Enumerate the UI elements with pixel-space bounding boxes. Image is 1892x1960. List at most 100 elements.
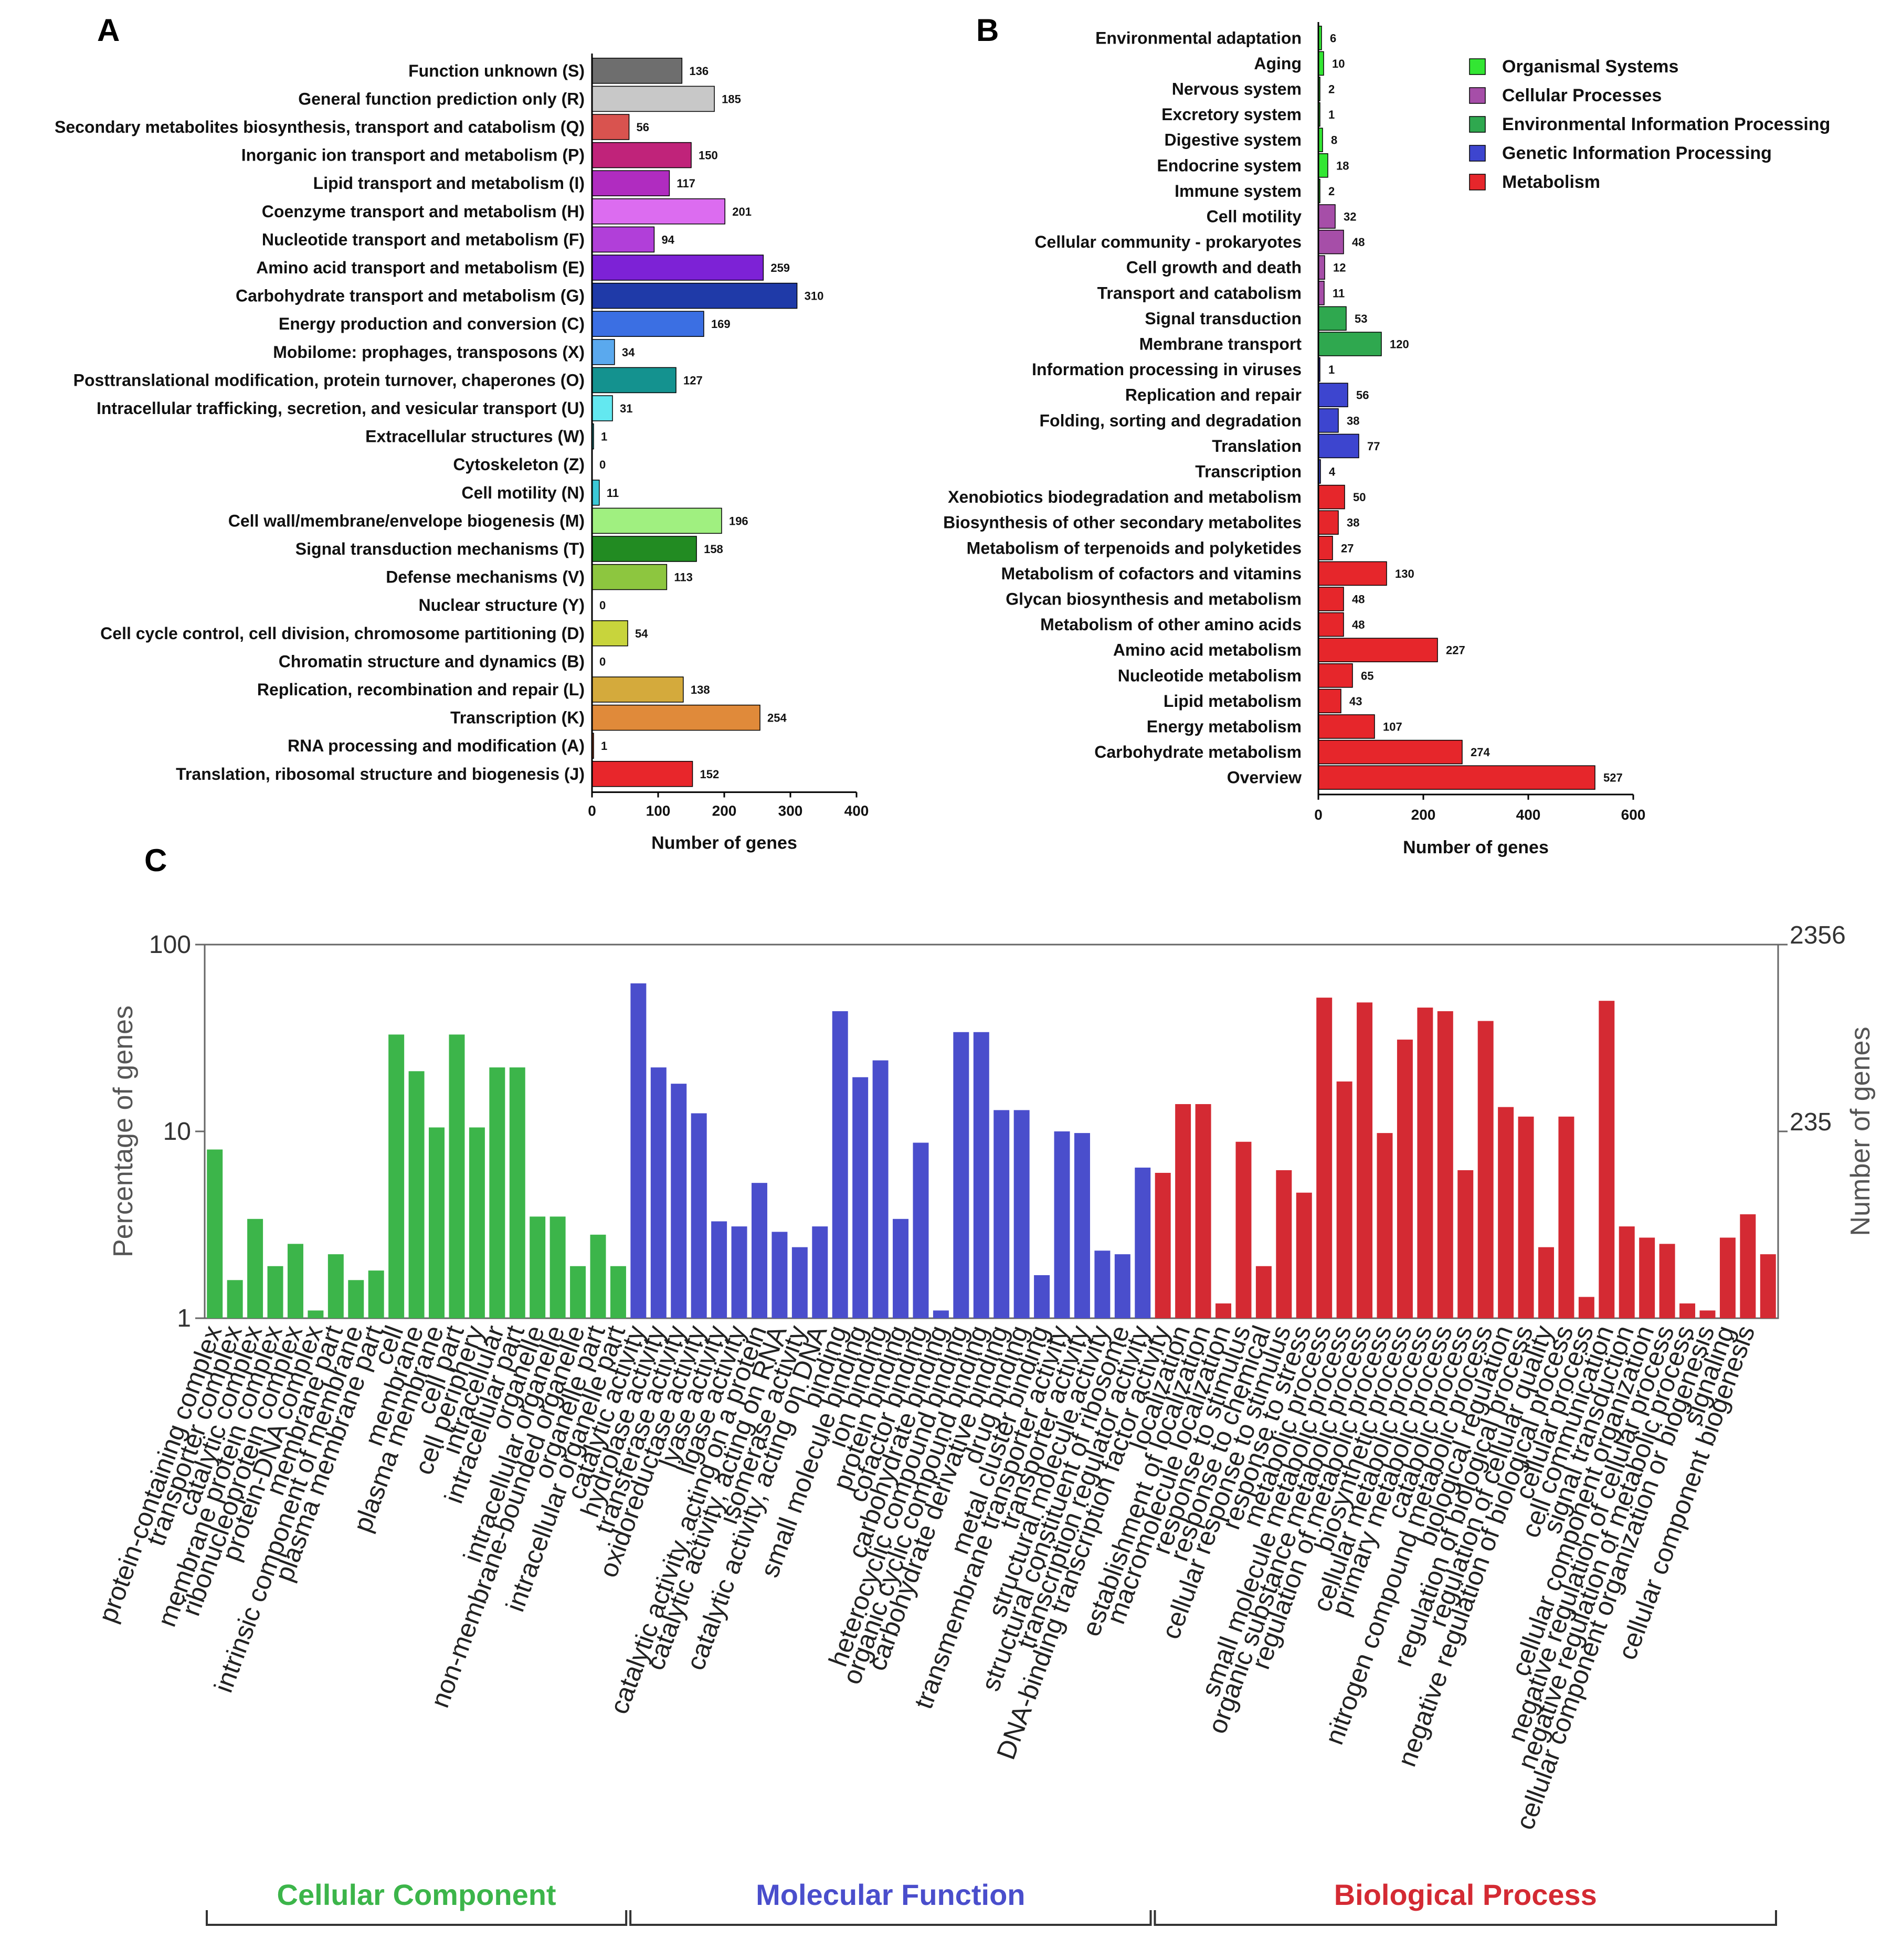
go-bar-localization: [1175, 1104, 1191, 1318]
value-label-a: 11: [607, 486, 619, 500]
category-label-b: Metabolism of terpenoids and polyketides: [967, 538, 1302, 557]
value-label-b: 227: [1446, 644, 1465, 657]
x-tick-label-b: 600: [1621, 807, 1646, 823]
value-label-b: 12: [1333, 261, 1346, 274]
value-label-a: 56: [637, 121, 649, 134]
bar-b-folding-sorting-and-degradation: [1318, 408, 1339, 433]
category-label-a: Coenzyme transport and metabolism (H): [262, 202, 585, 221]
x-tick-label-b: 200: [1411, 807, 1436, 823]
panel-a-letter: A: [97, 13, 120, 48]
group-title-go_bp: Biological Process: [1334, 1878, 1597, 1911]
go-bar-protein-dna-complex: [308, 1310, 324, 1318]
category-label-a: Cell cycle control, cell division, chrom…: [100, 624, 585, 643]
go-bar-ribonucleoprotein-complex: [287, 1244, 303, 1318]
category-label-b: Signal transduction: [1145, 309, 1302, 328]
value-label-a: 158: [704, 543, 723, 556]
y-tick-label-c: 10: [163, 1118, 191, 1146]
go-bar-transferase-activity: [671, 1084, 687, 1318]
chart-a-cog: Function unknown (S) 136 General function …: [55, 54, 869, 853]
category-label-b: Amino acid metabolism: [1113, 641, 1302, 660]
go-bar-intracellular: [489, 1067, 505, 1318]
category-label-b: Energy metabolism: [1147, 717, 1302, 736]
x-tick-label-a: 0: [588, 803, 596, 819]
go-bar-hydrolase-activity: [650, 1067, 667, 1318]
bar-a-carbohydrate-transport-and-metabolism-g: [591, 282, 798, 309]
go-bar-metal-cluster-binding: [1034, 1275, 1050, 1318]
go-bar-response-to-chemical: [1255, 1266, 1272, 1318]
go-bar-catalytic-activity-acting-on-dna: [812, 1226, 828, 1318]
legend-label-organismal: Organismal Systems: [1502, 57, 1678, 77]
bar-a-general-function-prediction-only-r: [591, 86, 715, 112]
group-title-go_mf: Molecular Function: [756, 1878, 1025, 1911]
go-bar-intrinsic-component-of-membrane: [348, 1280, 364, 1318]
y2-tick-label-c: 2356: [1790, 921, 1846, 949]
go-bar-biological-regulation: [1498, 1107, 1514, 1318]
go-bar-cell-part: [449, 1034, 465, 1318]
bar-a-amino-acid-transport-and-metabolism-e: [591, 255, 764, 281]
category-label-a: Lipid transport and metabolism (I): [313, 174, 585, 193]
value-label-b: 43: [1349, 695, 1362, 708]
go-bar-intracellular-organelle: [549, 1216, 566, 1318]
y-axis-title-c: Percentage of genes: [108, 1005, 139, 1257]
go-bar-protein-binding: [893, 1219, 909, 1318]
bar-b-metabolism-of-cofactors-and-vitamins: [1318, 561, 1387, 586]
category-label-b: Digestive system: [1165, 131, 1302, 150]
value-label-a: 0: [599, 655, 606, 668]
value-label-a: 169: [711, 317, 731, 331]
value-label-b: 130: [1395, 567, 1414, 580]
bar-b-metabolism-of-terpenoids-and-polyketides: [1318, 536, 1333, 560]
value-label-b: 527: [1603, 771, 1623, 785]
go-bar-organelle-part: [590, 1234, 606, 1318]
legend-label-genetic: Genetic Information Processing: [1502, 143, 1772, 163]
value-label-a: 1: [601, 739, 607, 753]
group-title-go_cc: Cellular Component: [277, 1878, 556, 1911]
go-bar-non-membrane-bounded-organelle: [570, 1266, 586, 1318]
value-label-b: 56: [1356, 389, 1369, 402]
go-bar-primary-metabolic-process: [1437, 1011, 1453, 1318]
x-tick-label-a: 400: [844, 803, 869, 819]
go-bar-negative-regulation-of-biological-process: [1558, 1116, 1574, 1318]
category-label-a: Function unknown (S): [408, 61, 585, 80]
value-label-b: 1: [1328, 108, 1335, 121]
value-label-a: 136: [689, 65, 709, 78]
value-label-a: 31: [620, 402, 632, 415]
legend-b: Organismal Systems Cellular Processes Envi…: [1469, 57, 1830, 192]
go-bar-cellular-component-organization: [1639, 1237, 1655, 1318]
go-bar-nitrogen-compound-metabolic-process: [1477, 1021, 1494, 1318]
go-bar-transmembrane-transporter-activity: [1054, 1131, 1070, 1318]
bar-b-translation: [1318, 433, 1359, 459]
value-label-b: 2: [1328, 185, 1335, 198]
value-label-a: 201: [732, 205, 752, 218]
category-label-b: Biosynthesis of other secondary metaboli…: [943, 513, 1302, 532]
value-label-b: 65: [1361, 669, 1373, 682]
bar-a-replication-recombination-and-repair-l: [591, 676, 684, 703]
bar-a-intracellular-trafficking-secretion-and-vesicular-transport-u: [591, 395, 613, 421]
value-label-a: 94: [661, 233, 674, 246]
value-label-a: 34: [622, 346, 635, 359]
go-bar-lyase-activity: [711, 1221, 727, 1318]
bar-a-transcription-k: [591, 704, 760, 731]
go-bar-cofactor-binding: [913, 1142, 929, 1318]
value-label-b: 32: [1344, 210, 1356, 224]
x-tick-label-a: 100: [646, 803, 671, 819]
go-bar-transporter-activity: [1074, 1133, 1090, 1318]
category-label-a: Transcription (K): [450, 708, 585, 727]
value-label-b: 53: [1355, 312, 1367, 325]
go-bar-catalytic-activity-acting-on-a-protein: [751, 1183, 767, 1318]
bar-a-signal-transduction-mechanisms-t: [591, 536, 697, 562]
category-label-b: Environmental adaptation: [1095, 28, 1302, 47]
value-label-a: 310: [805, 290, 824, 303]
go-bar-protein-containing-complex: [207, 1149, 223, 1318]
go-bar-organelle: [530, 1216, 546, 1318]
value-label-a: 150: [699, 149, 718, 162]
go-bar-cell-communication: [1599, 1001, 1615, 1318]
category-label-b: Endocrine system: [1157, 156, 1302, 175]
go-bar-catalytic-complex: [247, 1219, 263, 1318]
bar-a-mobilome-prophages-transposons-x: [591, 339, 615, 365]
bar-a-translation-ribosomal-structure-and-biogenesis-j: [591, 761, 693, 787]
go-bar-isomerase-activity: [791, 1247, 808, 1318]
category-label-b: Metabolism of other amino acids: [1040, 615, 1302, 634]
go-bar-intracellular-organelle-part: [610, 1266, 626, 1318]
category-label-a: Inorganic ion transport and metabolism (…: [241, 146, 585, 165]
